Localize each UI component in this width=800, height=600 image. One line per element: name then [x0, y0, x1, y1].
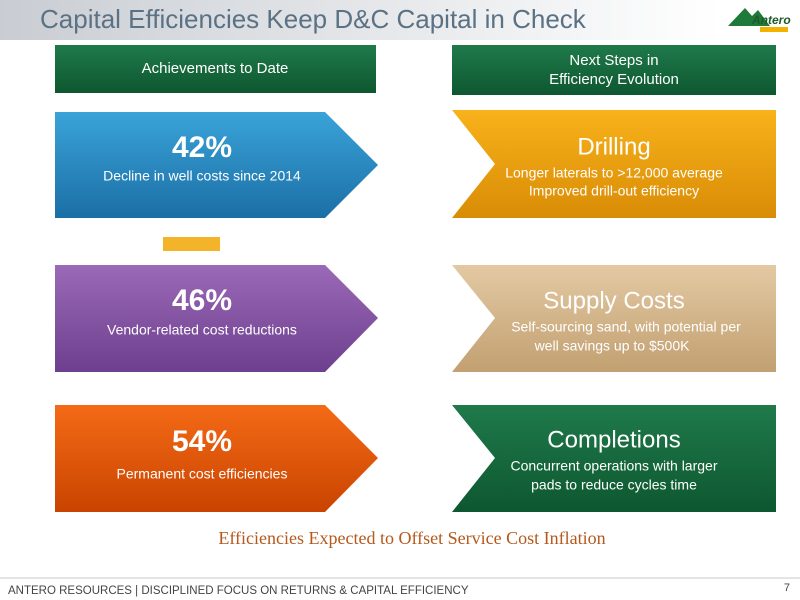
- logo: Antero: [751, 13, 791, 27]
- chevron-box: [452, 405, 776, 512]
- stat-label: Permanent cost efficiencies: [117, 466, 288, 482]
- step-line: Longer laterals to >12,000 average: [505, 165, 723, 181]
- stat-value: 46%: [172, 284, 232, 317]
- stat-value: 42%: [172, 131, 232, 164]
- step-line: Self-sourcing sand, with potential per: [511, 319, 741, 335]
- stat-label: Decline in well costs since 2014: [103, 168, 301, 184]
- step-line: well savings up to $500K: [534, 338, 691, 354]
- stat-value: 54%: [172, 425, 232, 458]
- step-line: Concurrent operations with larger: [511, 458, 718, 474]
- arrow-box: [55, 112, 378, 218]
- title: Capital Efficiencies Keep D&C Capital in…: [40, 4, 587, 34]
- step-title: Completions: [547, 426, 680, 453]
- arrow-box: [55, 405, 378, 512]
- left-heading-box: [55, 45, 376, 93]
- step-line: Improved drill-out efficiency: [529, 183, 699, 199]
- tagline: Efficiencies Expected to Offset Service …: [218, 528, 605, 548]
- logo-mark: [728, 8, 770, 26]
- arrow-box: [55, 265, 378, 372]
- chevron-box: [452, 265, 776, 372]
- chevron-box: [452, 110, 776, 218]
- right-heading: Next Steps in: [569, 52, 658, 69]
- step-title: Drilling: [577, 133, 650, 160]
- right-heading: Efficiency Evolution: [549, 71, 679, 88]
- right-heading-box: [452, 45, 776, 95]
- page-number: 7: [784, 582, 790, 594]
- footer-text: ANTERO RESOURCES | DISCIPLINED FOCUS ON …: [8, 585, 469, 597]
- title-bar: [0, 0, 720, 40]
- step-line: pads to reduce cycles time: [531, 477, 697, 493]
- left-heading: Achievements to Date: [142, 60, 289, 77]
- logo-bar: [760, 27, 788, 32]
- stat-label: Vendor-related cost reductions: [107, 322, 297, 338]
- step-title: Supply Costs: [543, 287, 684, 314]
- connector: [163, 237, 220, 251]
